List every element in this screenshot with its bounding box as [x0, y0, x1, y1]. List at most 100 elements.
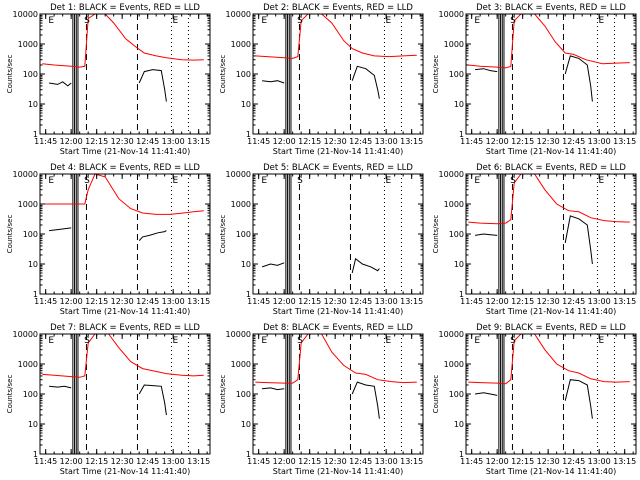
x-tick-label: 11:45	[247, 137, 270, 146]
marker-label: S	[297, 176, 303, 186]
marker-label: S	[510, 16, 516, 26]
x-tick-label: 13:15	[400, 137, 423, 146]
events-series-line	[475, 68, 498, 73]
x-tick-label: 11:45	[460, 297, 483, 306]
y-tick-label: 10000	[13, 330, 38, 339]
lld-series-line	[255, 334, 417, 384]
x-tick-label: 12:00	[273, 297, 296, 306]
events-series-line	[475, 392, 498, 396]
y-tick-label: 1000	[444, 40, 464, 49]
events-series-line	[261, 262, 285, 268]
lld-series-line	[42, 174, 204, 215]
events-series-line	[49, 81, 72, 87]
x-tick-label: 11:45	[460, 137, 483, 146]
x-tick-label: 12:45	[136, 137, 159, 146]
x-axis-label: Start Time (21-Nov-14 11:41:40)	[273, 307, 403, 316]
x-tick-label: 11:45	[34, 297, 57, 306]
x-axis-label: Start Time (21-Nov-14 11:41:40)	[60, 307, 190, 316]
marker-label: E	[261, 336, 267, 346]
y-axis-label: Counts/sec	[6, 215, 14, 254]
x-tick-label: 13:00	[588, 137, 611, 146]
y-tick-label: 10	[454, 100, 464, 109]
x-tick-label: 13:00	[162, 297, 185, 306]
y-tick-label: 100	[236, 230, 251, 239]
y-axis-label: Counts/sec	[6, 375, 14, 414]
events-series-line	[564, 215, 593, 265]
y-tick-label: 10	[241, 100, 251, 109]
y-tick-label: 10000	[226, 170, 251, 179]
events-series-line	[351, 65, 380, 99]
x-tick-label: 12:15	[511, 297, 534, 306]
lld-series-line	[42, 14, 204, 68]
y-axis-label: Counts/sec	[219, 375, 227, 414]
lld-series-line	[468, 174, 630, 225]
lld-series-line	[468, 334, 630, 385]
marker-label: E	[598, 336, 604, 346]
events-series-line	[351, 381, 380, 419]
marker-label: S	[84, 16, 90, 26]
x-tick-label: 13:00	[375, 137, 398, 146]
x-axis-label: Start Time (21-Nov-14 11:41:40)	[486, 467, 616, 476]
y-tick-label: 10	[28, 260, 38, 269]
x-tick-label: 12:30	[537, 137, 560, 146]
panel-title: Det 1: BLACK = Events, RED = LLD	[50, 3, 200, 13]
x-tick-label: 12:45	[349, 297, 372, 306]
x-tick-label: 12:45	[136, 297, 159, 306]
marker-label: E	[385, 336, 391, 346]
x-tick-label: 13:00	[588, 457, 611, 466]
y-tick-label: 100	[23, 230, 38, 239]
y-tick-label: 10000	[226, 330, 251, 339]
x-tick-label: 11:45	[34, 137, 57, 146]
marker-label: S	[510, 336, 516, 346]
x-axis-label: Start Time (21-Nov-14 11:41:40)	[486, 147, 616, 156]
x-tick-label: 12:00	[60, 457, 83, 466]
lld-series-line	[468, 14, 630, 69]
y-tick-label: 1000	[18, 40, 38, 49]
events-series-line	[138, 384, 167, 416]
events-series-line	[49, 385, 72, 389]
y-tick-label: 1000	[231, 360, 251, 369]
y-tick-label: 10000	[439, 330, 464, 339]
axes-frame	[39, 13, 211, 135]
x-tick-label: 12:00	[486, 457, 509, 466]
panel-title: Det 5: BLACK = Events, RED = LLD	[263, 163, 413, 173]
panel-title: Det 8: BLACK = Events, RED = LLD	[263, 323, 413, 333]
y-tick-label: 10	[241, 260, 251, 269]
y-tick-label: 100	[449, 70, 464, 79]
x-tick-label: 12:45	[562, 297, 585, 306]
panel-title: Det 2: BLACK = Events, RED = LLD	[263, 3, 413, 13]
marker-label: E	[474, 176, 480, 186]
panel-title: Det 6: BLACK = Events, RED = LLD	[476, 163, 626, 173]
x-tick-label: 12:30	[111, 297, 134, 306]
x-tick-label: 11:45	[460, 457, 483, 466]
y-tick-label: 10000	[226, 10, 251, 19]
axes-frame	[39, 333, 211, 455]
x-tick-label: 12:30	[111, 457, 134, 466]
marker-label: E	[474, 16, 480, 26]
x-tick-label: 13:15	[613, 457, 636, 466]
x-tick-label: 13:00	[162, 457, 185, 466]
x-tick-label: 12:15	[85, 457, 108, 466]
x-tick-label: 12:45	[349, 137, 372, 146]
x-axis-label: Start Time (21-Nov-14 11:41:40)	[60, 467, 190, 476]
y-tick-label: 10000	[13, 10, 38, 19]
x-tick-label: 13:00	[588, 297, 611, 306]
events-series-line	[475, 233, 498, 236]
panel-det-9: Det 9: BLACK = Events, RED = LLD E S E 1 10 10…	[432, 323, 637, 476]
axes-frame	[252, 173, 424, 295]
marker-label: E	[598, 16, 604, 26]
y-tick-label: 10	[454, 260, 464, 269]
events-series-line	[138, 69, 167, 102]
marker-label: E	[48, 336, 54, 346]
y-tick-label: 10000	[439, 10, 464, 19]
y-tick-label: 10	[241, 420, 251, 429]
events-series-line	[351, 257, 380, 274]
x-tick-label: 13:00	[162, 137, 185, 146]
x-tick-label: 13:15	[400, 457, 423, 466]
y-axis-label: Counts/sec	[432, 215, 440, 254]
marker-label: S	[297, 336, 303, 346]
